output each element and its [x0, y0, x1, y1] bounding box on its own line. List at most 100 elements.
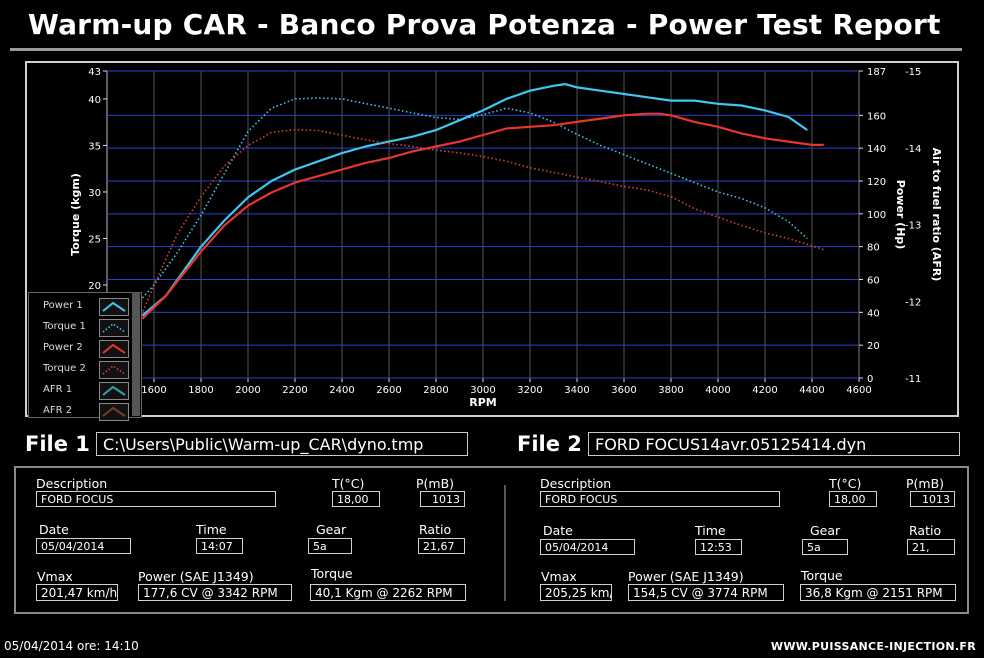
title-divider — [10, 48, 962, 51]
legend-label: AFR 1 — [43, 384, 73, 395]
x-tick-label: 2200 — [282, 385, 307, 396]
legend-label: Power 1 — [43, 300, 83, 311]
legend-scrollbar[interactable] — [132, 292, 140, 416]
run2-time-label: Time — [695, 523, 726, 538]
footer-website[interactable]: WWW.PUISSANCE-INJECTION.FR — [770, 640, 976, 653]
run2-pressure-field[interactable]: 1013 — [910, 491, 955, 507]
run2-ratio-label: Ratio — [909, 523, 942, 538]
run1-temp-field[interactable]: 18,00 — [332, 491, 380, 507]
legend-swatch — [99, 403, 129, 421]
run1-description-field[interactable]: FORD FOCUS — [36, 491, 276, 507]
power-tick-label: 140 — [867, 144, 886, 155]
power-tick-label: 100 — [867, 210, 886, 221]
afr-tick-label: -15 — [905, 67, 921, 78]
legend-label: Torque 2 — [43, 363, 86, 374]
run2-vmax-label: Vmax — [541, 569, 577, 584]
run2-power-field[interactable]: 154,5 CV @ 3774 RPM — [628, 584, 784, 601]
legend-swatch — [99, 298, 129, 316]
x-tick-label: 4400 — [799, 385, 824, 396]
run2-temp-field[interactable]: 18,00 — [829, 491, 877, 507]
power-tick-label: 160 — [867, 111, 886, 122]
legend-swatch — [99, 361, 129, 379]
legend-swatch-line — [102, 323, 126, 333]
footer-datetime: 05/04/2014 ore: 14:10 — [4, 639, 139, 653]
x-tick-label: 2800 — [423, 385, 448, 396]
run1-pressure-field[interactable]: 1013 — [420, 491, 465, 507]
run-info-panel — [14, 466, 969, 614]
afr-tick-label: -11 — [905, 374, 921, 385]
run2-date-field[interactable]: 05/04/2014 — [540, 539, 635, 555]
file2-label: File 2 — [517, 432, 582, 456]
x-axis-title: RPM — [469, 396, 496, 409]
series-line-power-1 — [141, 83, 808, 317]
legend-item[interactable]: Torque 2 — [29, 359, 141, 380]
chart-legend: Power 1 Torque 1 Power 2 Torque 2 AFR 1 AFR 2 — [28, 292, 142, 421]
run1-gear-label: Gear — [316, 522, 347, 537]
run1-date-label: Date — [39, 522, 69, 537]
legend-item[interactable]: Torque 1 — [29, 317, 141, 338]
legend-swatch-line — [102, 406, 126, 417]
afr-tick-label: -12 — [905, 297, 921, 308]
power-tick-label: 60 — [867, 275, 880, 286]
run2-gear-field[interactable]: 5a — [802, 539, 848, 555]
x-tick-label: 2400 — [329, 385, 354, 396]
afr-axis-title: Air to fuel ratio (AFR) — [930, 148, 943, 282]
power-tick-label: 120 — [867, 177, 886, 188]
x-tick-label: 3200 — [517, 385, 542, 396]
x-tick-label: 3800 — [658, 385, 683, 396]
run1-ratio-label: Ratio — [419, 522, 452, 537]
run1-time-field[interactable]: 14:07 — [196, 538, 243, 554]
legend-swatch-line — [102, 365, 126, 375]
run2-time-field[interactable]: 12:53 — [695, 539, 742, 555]
run1-gear-field[interactable]: 5a — [308, 538, 352, 554]
afr-tick-label: -14 — [905, 144, 921, 155]
panel-divider — [504, 485, 506, 601]
legend-item[interactable]: AFR 2 — [29, 401, 141, 422]
x-tick-label: 4000 — [705, 385, 730, 396]
legend-item[interactable]: Power 1 — [29, 296, 141, 317]
legend-item[interactable]: Power 2 — [29, 338, 141, 359]
run2-temp-label: T(°C) — [829, 476, 862, 491]
run1-power-field[interactable]: 177,6 CV @ 3342 RPM — [138, 584, 292, 601]
torque-tick-label: 35 — [88, 141, 101, 152]
run2-torque-field[interactable]: 36,8 Kgm @ 2151 RPM — [800, 584, 956, 601]
legend-swatch — [99, 319, 129, 337]
file1-path-field[interactable]: C:\Users\Public\Warm-up_CAR\dyno.tmp — [96, 432, 468, 456]
x-tick-label: 4200 — [752, 385, 777, 396]
run1-vmax-label: Vmax — [37, 569, 73, 584]
legend-swatch — [99, 340, 129, 358]
afr-tick-label: -13 — [905, 221, 921, 232]
run1-torque-field[interactable]: 40,1 Kgm @ 2262 RPM — [310, 584, 466, 601]
run1-ratio-field[interactable]: 21,67 — [418, 538, 465, 554]
torque-tick-label: 25 — [88, 234, 101, 245]
power-tick-label: 0 — [867, 374, 873, 385]
run1-pressure-label: P(mB) — [416, 476, 455, 491]
torque-tick-label: 40 — [88, 95, 101, 106]
run1-torque-label: Torque — [311, 566, 353, 581]
power-tick-label: 187 — [867, 67, 886, 78]
file2-path-field[interactable]: FORD FOCUS14avr.05125414.dyn — [588, 432, 960, 456]
run1-vmax-field[interactable]: 201,47 km/h — [36, 584, 118, 601]
file1-label: File 1 — [25, 432, 90, 456]
torque-tick-label: 43 — [88, 67, 101, 78]
run2-ratio-field[interactable]: 21, — [907, 539, 955, 555]
dyno-chart-svg: 1600 1800 2000 2200 2400 2600 2800 3000 3200 3400… — [69, 67, 943, 409]
series-line-torque-2 — [129, 128, 825, 342]
run2-description-label: Description — [540, 476, 612, 491]
run1-date-field[interactable]: 05/04/2014 — [36, 538, 131, 554]
run2-pressure-label: P(mB) — [906, 476, 945, 491]
x-tick-label: 1800 — [188, 385, 213, 396]
torque-tick-label: 30 — [88, 188, 101, 199]
run2-date-label: Date — [543, 523, 573, 538]
run2-vmax-field[interactable]: 205,25 km/ — [540, 584, 612, 601]
x-tick-label: 2000 — [235, 385, 260, 396]
run2-power-label: Power (SAE J1349) — [628, 569, 744, 584]
legend-label: Torque 1 — [43, 321, 86, 332]
run2-gear-label: Gear — [810, 523, 841, 538]
legend-swatch — [99, 382, 129, 400]
torque-tick-label: 20 — [88, 281, 101, 292]
report-title: Warm-up CAR - Banco Prova Potenza - Powe… — [28, 8, 941, 41]
run2-description-field[interactable]: FORD FOCUS — [540, 491, 780, 507]
legend-swatch-line — [102, 385, 126, 396]
legend-item[interactable]: AFR 1 — [29, 380, 141, 401]
